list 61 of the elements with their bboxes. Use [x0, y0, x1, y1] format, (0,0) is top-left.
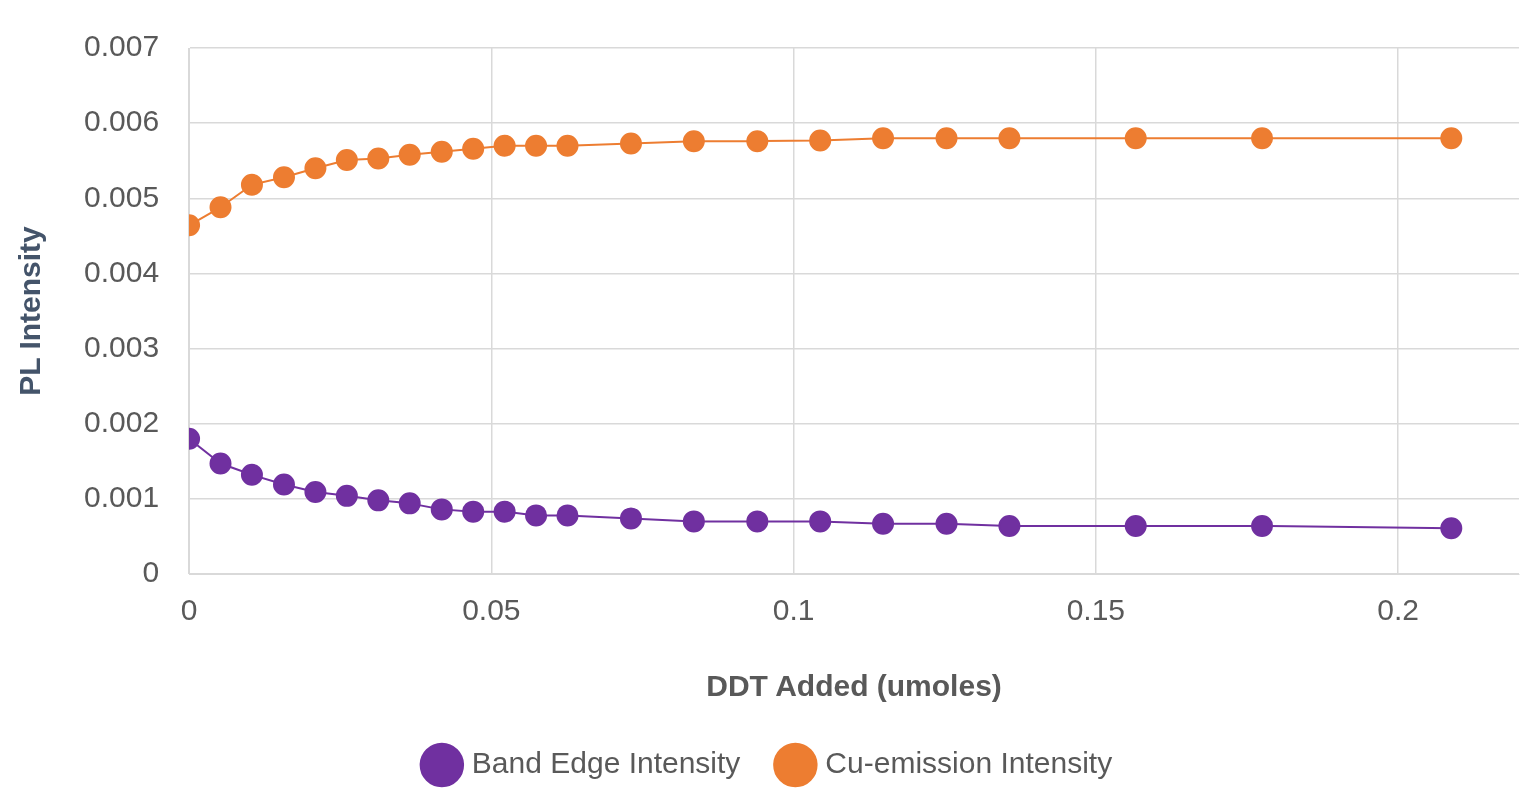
- point: [998, 127, 1021, 150]
- point: [1124, 127, 1147, 150]
- point: [935, 512, 958, 535]
- point: [304, 481, 327, 504]
- point: [872, 512, 895, 535]
- point: [493, 134, 516, 157]
- y-tick-label: 0.002: [84, 404, 160, 438]
- point: [1440, 517, 1463, 540]
- point: [1440, 127, 1463, 150]
- y-tick-label: 0: [142, 555, 160, 589]
- y-tick-label: 0.006: [84, 104, 160, 138]
- point: [525, 504, 548, 527]
- y-tick-label: 0.007: [84, 29, 160, 63]
- point: [809, 510, 832, 533]
- point: [430, 498, 453, 521]
- point: [556, 504, 579, 527]
- y-tick-label: 0.005: [84, 179, 160, 213]
- point: [462, 137, 485, 160]
- point: [809, 129, 832, 152]
- x-tick-label: 0.2: [1377, 593, 1419, 627]
- point: [209, 196, 232, 219]
- point: [240, 173, 263, 196]
- point: [493, 500, 516, 523]
- point: [398, 492, 421, 515]
- legend-label: Band Edge Intensity: [471, 746, 741, 780]
- point: [746, 130, 769, 153]
- point: [240, 463, 263, 486]
- point: [335, 148, 358, 171]
- point: [619, 132, 642, 155]
- point: [335, 484, 358, 507]
- x-tick-label: 0: [180, 593, 198, 627]
- x-tick-label: 0.1: [772, 593, 815, 627]
- point: [367, 489, 390, 512]
- x-tick-label: 0.15: [1066, 593, 1126, 627]
- point: [525, 134, 548, 157]
- point: [430, 140, 453, 163]
- point: [1251, 514, 1274, 537]
- point: [398, 143, 421, 166]
- point: [1124, 514, 1147, 537]
- point: [682, 130, 705, 153]
- point: [209, 452, 232, 475]
- y-tick-label: 0.001: [84, 480, 160, 514]
- y-tick-label: 0.003: [84, 329, 160, 363]
- point: [272, 166, 295, 189]
- y-axis-title: PL Intensity: [13, 225, 47, 396]
- point: [619, 507, 642, 530]
- point: [272, 473, 295, 496]
- legend-label: Cu-emission Intensity: [825, 746, 1113, 780]
- point: [1251, 127, 1274, 150]
- point: [682, 510, 705, 533]
- point: [367, 147, 390, 170]
- point: [935, 127, 958, 150]
- point: [462, 500, 485, 523]
- point: [998, 514, 1021, 537]
- point: [746, 510, 769, 533]
- x-tick-label: 0.05: [462, 593, 521, 627]
- point: [872, 127, 895, 150]
- point: [556, 134, 579, 157]
- point: [304, 157, 327, 180]
- x-axis-title: DDT Added (umoles): [706, 669, 1002, 703]
- y-tick-label: 0.004: [84, 254, 160, 288]
